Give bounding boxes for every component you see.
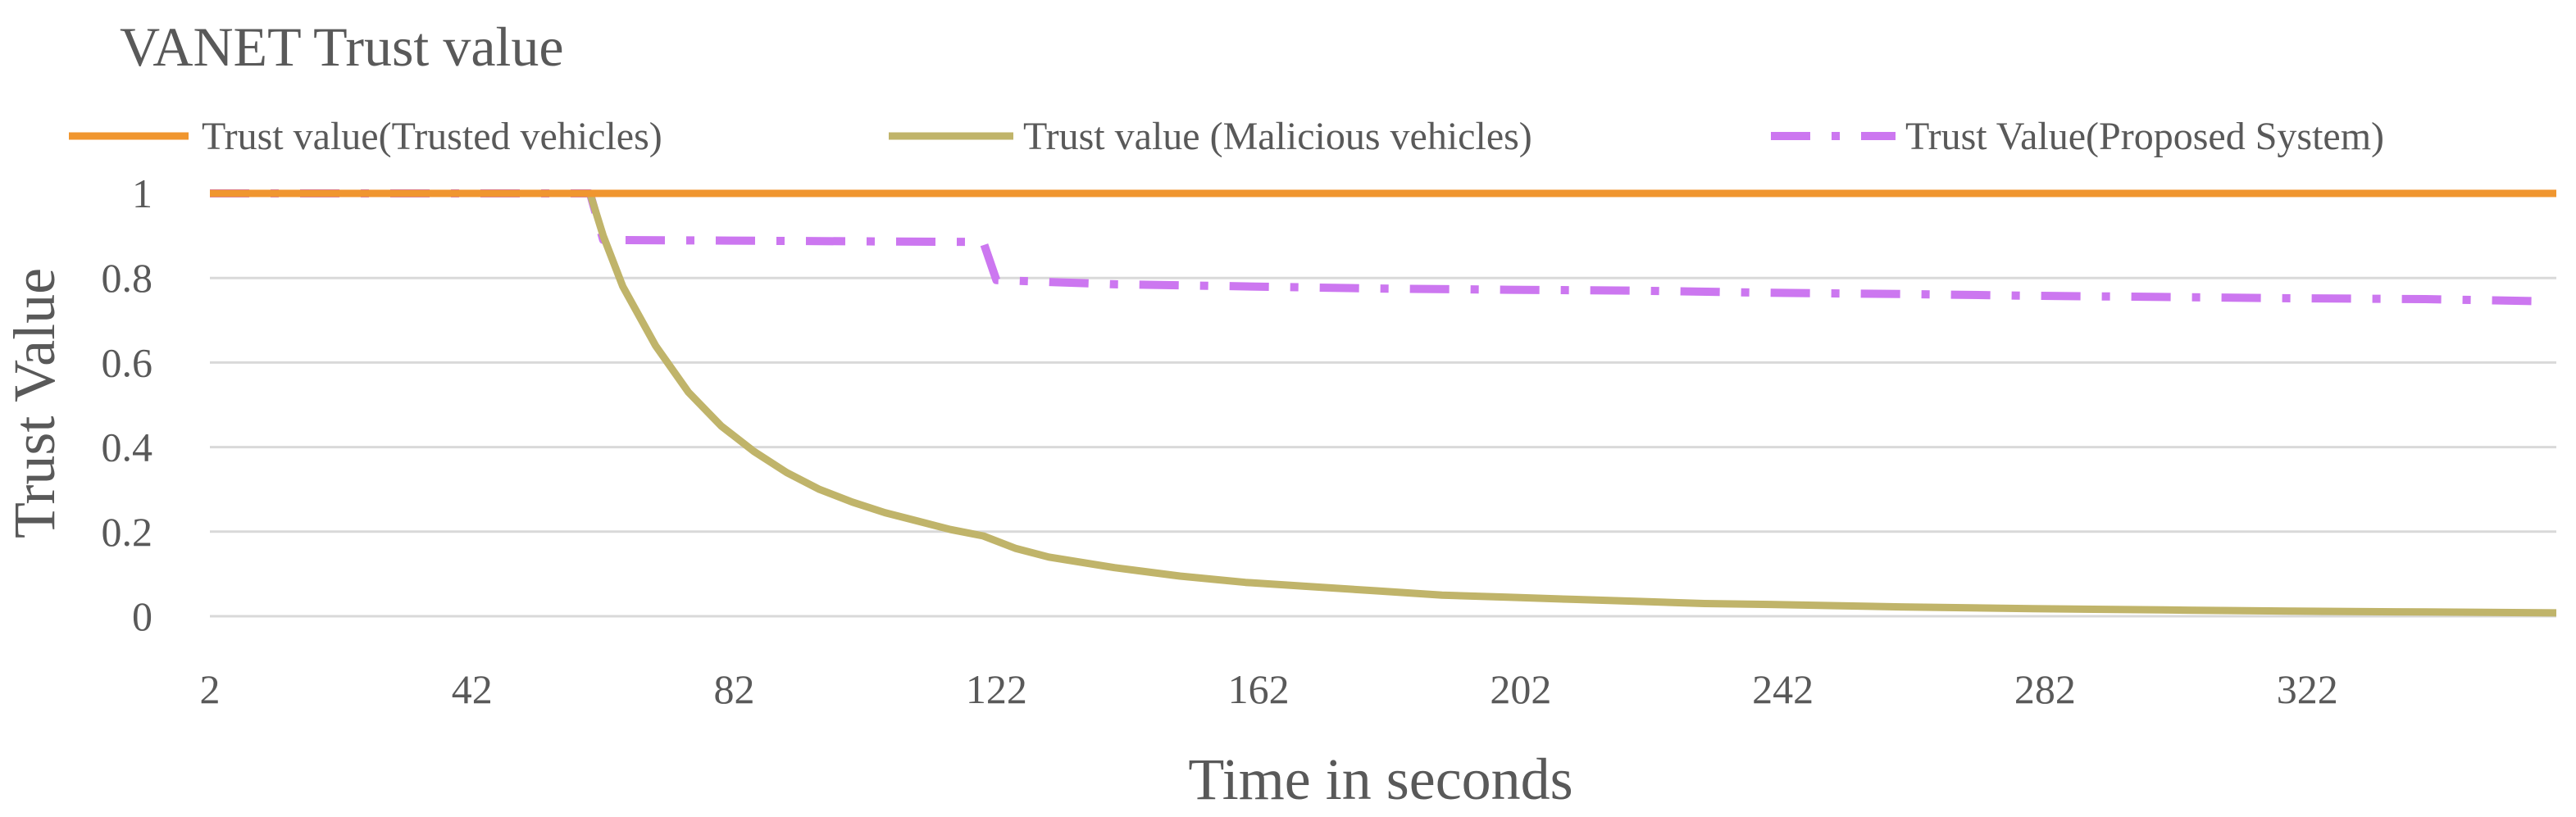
x-tick-label: 42 xyxy=(452,666,493,712)
x-tick-label: 82 xyxy=(714,666,755,712)
x-tick-label: 242 xyxy=(1752,666,1814,712)
y-axis-ticks: 0 0.2 0.4 0.6 0.8 1 xyxy=(102,170,153,639)
x-axis-ticks: 2 42 82 122 162 202 242 282 322 xyxy=(200,666,2338,712)
series-lines xyxy=(210,189,2557,617)
y-axis-title: Trust Value xyxy=(2,268,67,538)
x-tick-label: 282 xyxy=(2014,666,2076,712)
legend: Trust value(Trusted vehicles) Trust value… xyxy=(69,115,2384,158)
y-tick-label: 0.6 xyxy=(102,339,153,385)
x-tick-label: 2 xyxy=(200,666,221,712)
y-tick-label: 0.8 xyxy=(102,255,153,301)
y-tick-label: 1 xyxy=(132,170,152,216)
x-tick-label: 322 xyxy=(2277,666,2338,712)
series-line-1 xyxy=(210,189,2557,617)
series-line-2 xyxy=(210,189,2544,306)
x-tick-label: 202 xyxy=(1490,666,1551,712)
x-tick-label: 122 xyxy=(966,666,1027,712)
y-tick-label: 0 xyxy=(132,593,152,639)
chart-title: VANET Trust value xyxy=(120,16,564,78)
x-axis-title: Time in seconds xyxy=(1188,747,1572,812)
legend-label-2: Trust Value(Proposed System) xyxy=(1905,115,2384,158)
y-tick-label: 0.2 xyxy=(102,509,153,555)
gridlines xyxy=(210,192,2556,618)
y-tick-label: 0.4 xyxy=(102,424,153,470)
x-tick-label: 162 xyxy=(1228,666,1290,712)
legend-label-0: Trust value(Trusted vehicles) xyxy=(202,115,662,158)
legend-label-1: Trust value (Malicious vehicles) xyxy=(1023,115,1532,158)
